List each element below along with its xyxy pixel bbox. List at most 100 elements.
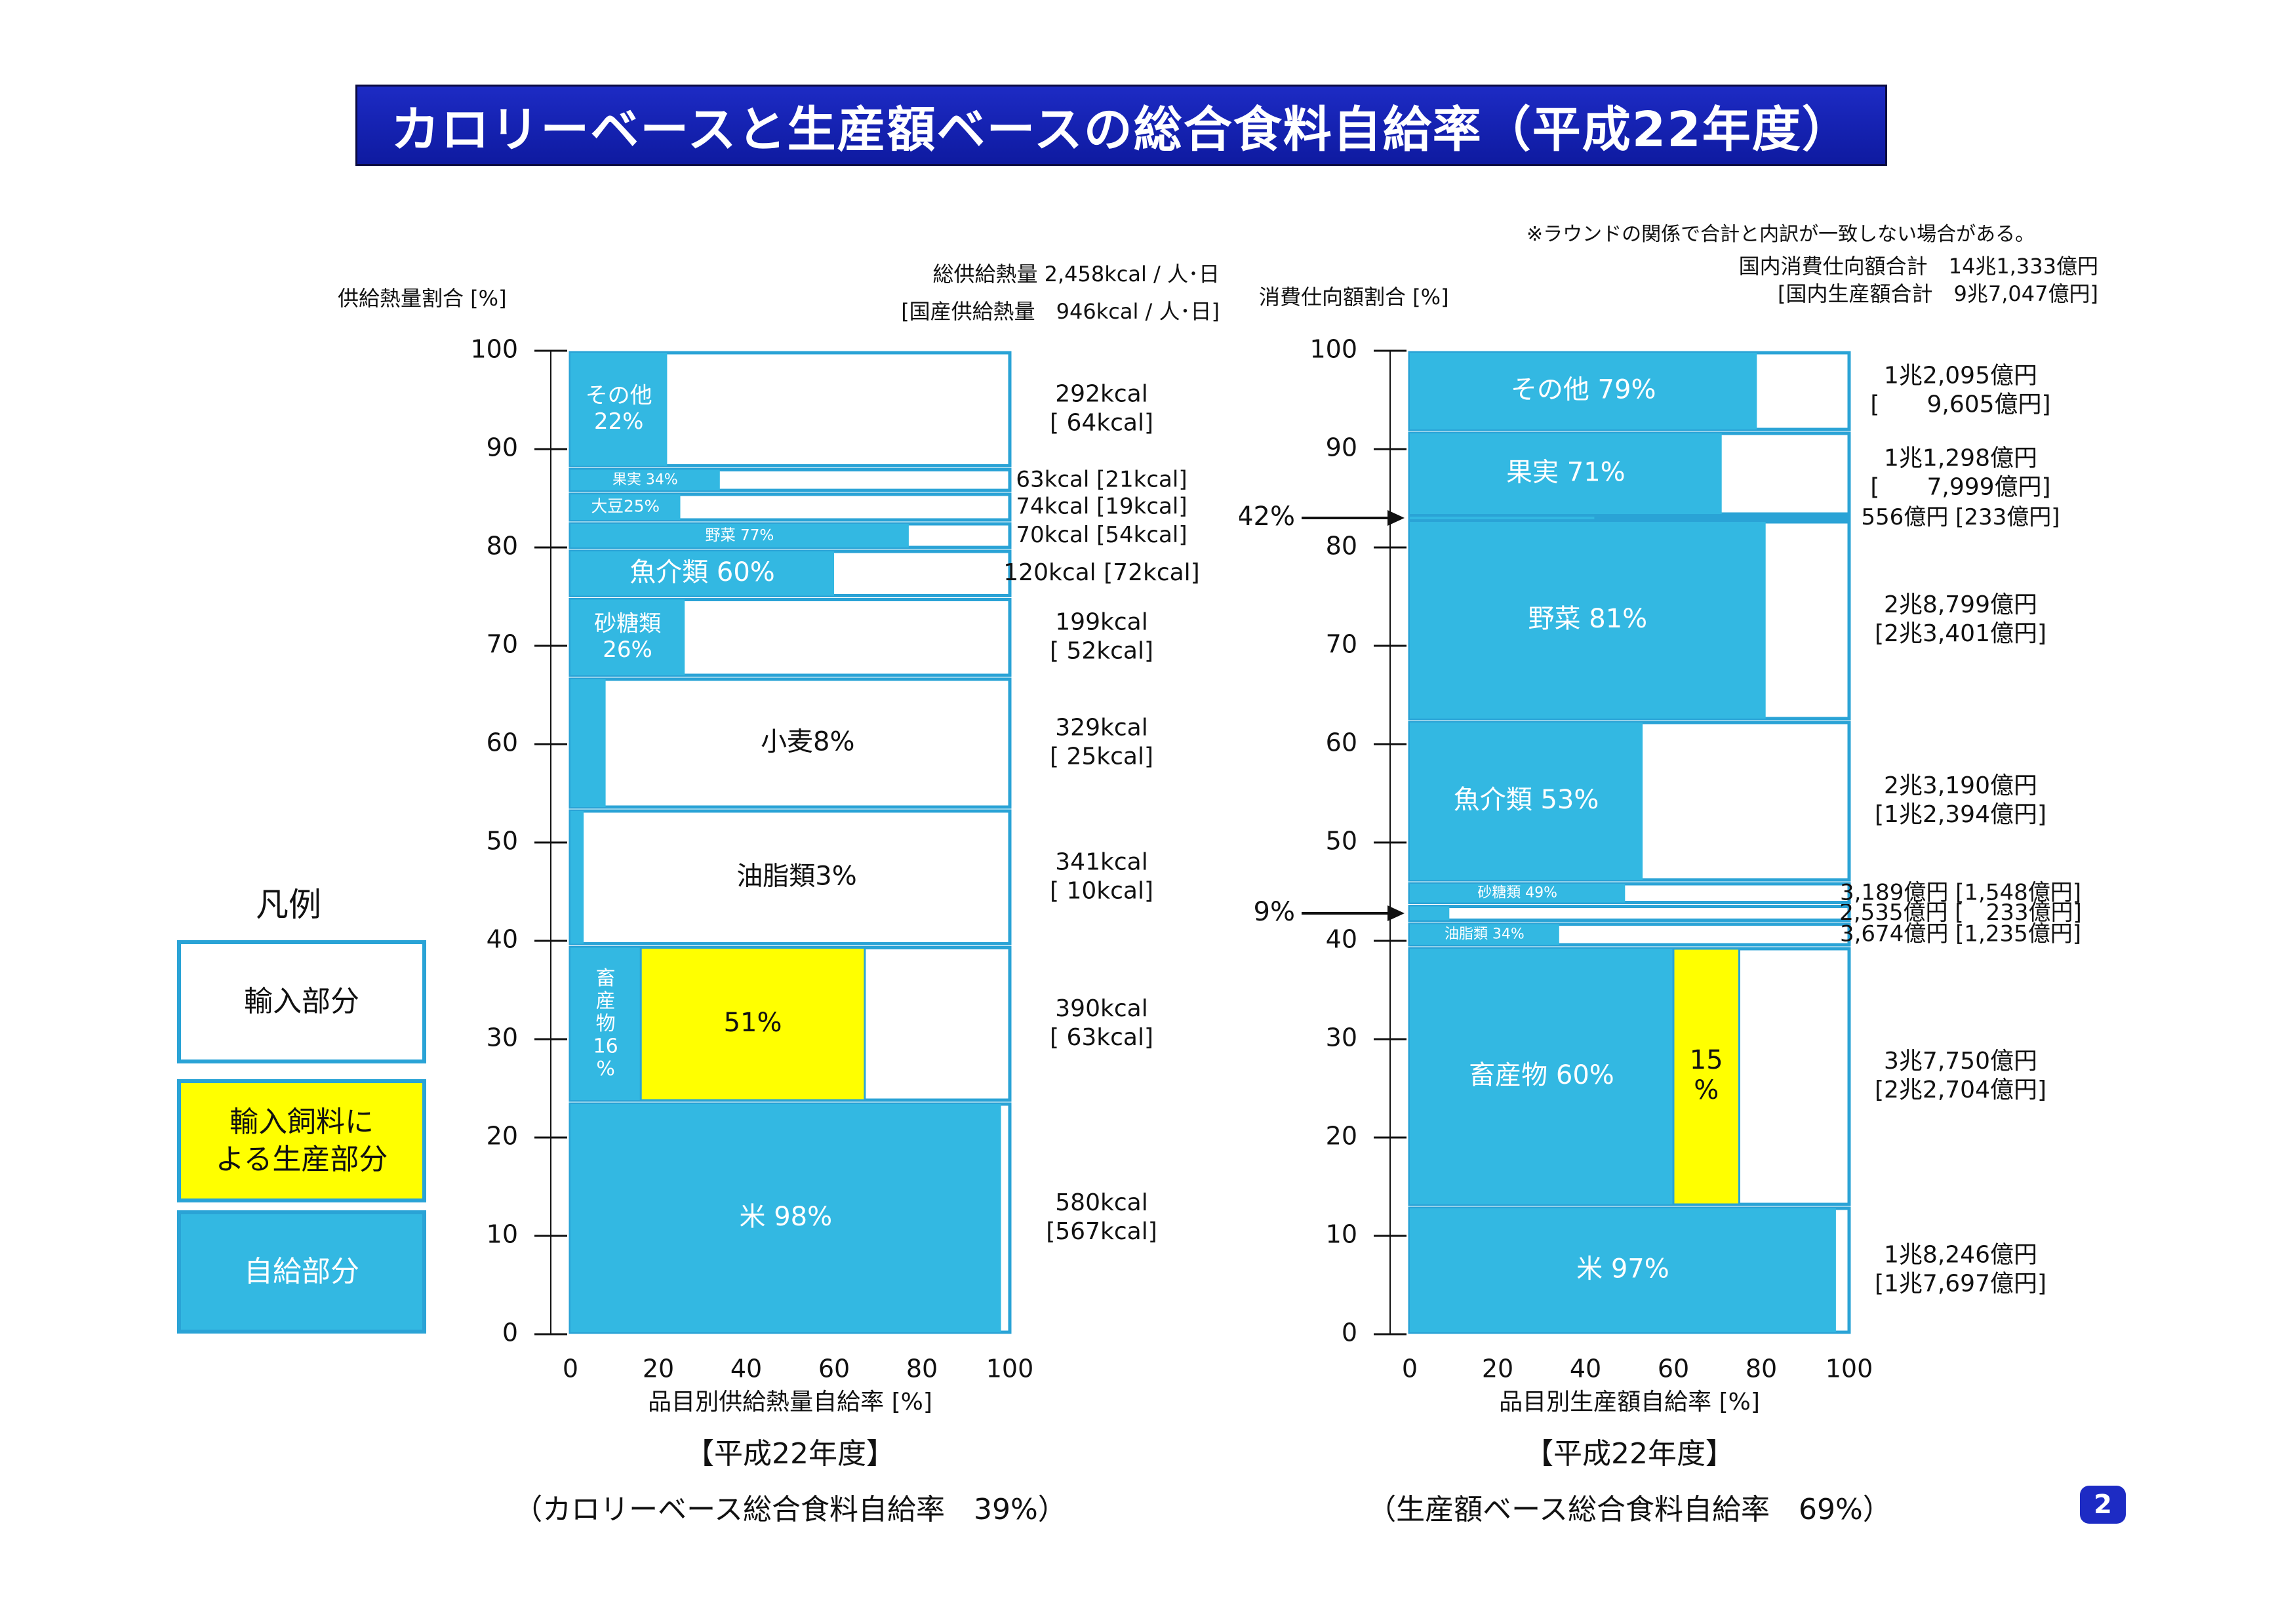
segment-self-bar [1410, 517, 1595, 519]
segment-self-bar [570, 469, 720, 490]
production-value-chart: 国内消費仕向額合計 14兆1,333億円[国内生産額合計 9兆7,047億円] 消… [1239, 254, 2098, 1526]
y-tick-label: 20 [1326, 1122, 1357, 1151]
calorie-chart: 総供給熱量 2,458kcal / 人･日 [国産供給熱量 946kcal / 人… [338, 262, 1220, 1526]
segment-self-bar [570, 679, 606, 807]
segment-label: 野菜 81% [1528, 604, 1648, 634]
legend-feed: 輸入飼料に よる生産部分 [177, 1079, 426, 1202]
legend-title: 凡例 [256, 886, 321, 924]
segment-self-bar [1410, 433, 1722, 514]
segment-values: 63kcal [21kcal] [1016, 466, 1187, 492]
segment-label: 果実 71% [1506, 458, 1626, 488]
x-axis-label: 品目別生産額自給率 [%] [1499, 1389, 1760, 1416]
segment-values: 3,674億円 [1,235億円] [1840, 921, 2081, 947]
y-tick-label: 0 [1342, 1318, 1357, 1347]
y-tick-label: 90 [1326, 433, 1357, 462]
segment-label: 野菜 77% [706, 527, 774, 544]
x-tick-label: 60 [818, 1355, 850, 1383]
feed-label: 51% [724, 1008, 782, 1038]
legend-import-label: 輸入部分 [244, 985, 359, 1019]
y-tick-label: 50 [1326, 827, 1357, 856]
page-title: カロリーベースと生産額ベースの総合食料自給率（平成22年度） [391, 101, 1852, 158]
segment-self-bar [570, 1104, 1001, 1332]
y-axis-label: 消費仕向額割合 [%] [1259, 285, 1449, 309]
segment-values: 292kcal[ 64kcal] [1050, 380, 1153, 436]
segment-label: その他 22% [586, 382, 652, 434]
segment-self-bar [1410, 353, 1757, 429]
segment-values: 341kcal[ 10kcal] [1050, 848, 1153, 904]
y-tick-label: 100 [1309, 335, 1357, 364]
segment-import-box [569, 677, 1012, 809]
x-tick-label: 80 [1746, 1355, 1777, 1383]
segment-self-bar [1410, 884, 1626, 903]
y-axis-label: 供給熱量割合 [%] [338, 286, 507, 311]
y-tick-label: 100 [470, 335, 518, 364]
segment-label: 魚介類 53% [1454, 785, 1599, 815]
legend-self: 自給部分 [177, 1210, 426, 1334]
title-banner: カロリーベースと生産額ベースの総合食料自給率（平成22年度） [355, 85, 1887, 166]
header-total: 総供給熱量 2,458kcal / 人･日 [932, 262, 1220, 287]
segment-self-bar [1410, 924, 1559, 945]
segment-label: 果実 34% [612, 471, 678, 488]
segment-callout: 小麦 9% [1239, 897, 1295, 927]
x-tick-label: 80 [906, 1355, 938, 1383]
segment-values: 74kcal [19kcal] [1016, 493, 1187, 519]
y-tick-label: 70 [1326, 630, 1357, 659]
segment-label: 砂糖類 26% [594, 610, 661, 662]
y-tick-label: 70 [487, 630, 518, 659]
segment-self-bar [1410, 522, 1766, 719]
y-tick-label: 30 [1326, 1023, 1357, 1052]
segment-values: 2兆8,799億円[2兆3,401億円] [1875, 591, 2046, 647]
segment-values: 199kcal[ 52kcal] [1050, 608, 1153, 664]
segment-import-box [1408, 905, 1851, 922]
x-tick-label: 100 [986, 1355, 1034, 1383]
segment-values: 1兆8,246億円[1兆7,697億円] [1875, 1242, 2046, 1297]
x-tick-label: 40 [730, 1355, 762, 1383]
callout-arrowhead [1387, 905, 1405, 921]
header-total: 国内消費仕向額合計 14兆1,333億円 [1739, 254, 2098, 279]
y-tick-label: 50 [487, 827, 518, 856]
segment-values: 3兆7,750億円[2兆2,704億円] [1875, 1048, 2046, 1103]
segment-self-bar [570, 494, 681, 520]
segment-values: 3,189億円 [1,548億円] [1840, 879, 2081, 905]
segment-label: 小麦8% [761, 727, 854, 757]
legend-feed-label: 輸入飼料に よる生産部分 [215, 1105, 388, 1176]
segment-label: 油脂類3% [736, 861, 856, 891]
segment-label: 砂糖類 49% [1477, 884, 1557, 901]
x-tick-label: 20 [643, 1355, 674, 1383]
segment-self-bar [1410, 723, 1643, 880]
header-domestic: [国内生産額合計 9兆7,047億円] [1778, 281, 2098, 306]
segment-feed-bar [1672, 947, 1740, 1206]
segment-import-box [569, 809, 1012, 945]
segment-values: 1兆2,095億円[ 9,605億円] [1870, 363, 2050, 418]
x-tick-label: 0 [1402, 1355, 1418, 1383]
segment-label: 米 97% [1576, 1254, 1669, 1284]
page-number-badge: 2 [2080, 1486, 2126, 1524]
y-tick-label: 10 [1326, 1220, 1357, 1249]
y-tick-label: 60 [487, 728, 518, 757]
segment-label: 魚介類 60% [629, 557, 775, 587]
segment-values: 70kcal [54kcal] [1016, 522, 1187, 548]
segment-label: 油脂類 34% [1445, 926, 1525, 942]
segment-values: 120kcal [72kcal] [1003, 559, 1199, 586]
segment-label: 畜産物 60% [1469, 1060, 1614, 1090]
y-tick-label: 40 [487, 925, 518, 954]
x-axis-label: 品目別供給熱量自給率 [%] [648, 1389, 932, 1416]
y-tick-label: 90 [487, 433, 518, 462]
y-tick-label: 30 [487, 1023, 518, 1052]
segment-label: その他 79% [1511, 375, 1656, 405]
x-tick-label: 60 [1658, 1355, 1689, 1383]
y-tick-label: 0 [502, 1318, 518, 1347]
segment-self-bar [570, 353, 668, 466]
segment-self-bar [570, 811, 584, 944]
segment-self-bar [570, 551, 834, 596]
x-tick-label: 0 [563, 1355, 578, 1383]
y-tick-label: 40 [1326, 925, 1357, 954]
segment-values: 390kcal[ 63kcal] [1050, 995, 1153, 1051]
segment-label: 米 98% [739, 1202, 832, 1232]
segment-values: 329kcal[ 25kcal] [1050, 715, 1153, 770]
y-tick-label: 60 [1326, 728, 1357, 757]
caption-rate: （カロリーベース総合食料自給率 39%） [513, 1493, 1067, 1526]
caption-year: 【平成22年度】 [685, 1437, 895, 1471]
segment-self-bar [570, 947, 641, 1100]
segment-values: 1兆1,298億円[ 7,999億円] [1870, 445, 2050, 501]
